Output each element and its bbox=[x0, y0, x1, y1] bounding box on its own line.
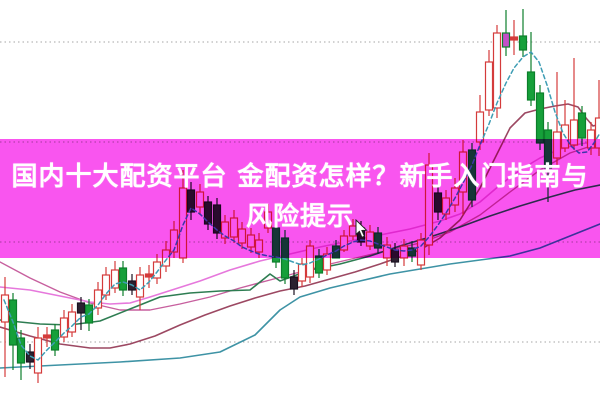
candlestick-up bbox=[492, 32, 502, 109]
candlestick-down bbox=[577, 112, 587, 139]
candlestick-up bbox=[59, 317, 69, 338]
ma-line-ma-maroon bbox=[0, 103, 600, 349]
candlestick-up bbox=[101, 274, 111, 296]
candlestick-up bbox=[93, 289, 103, 309]
candlestick-up bbox=[484, 61, 494, 111]
candlestick-up bbox=[475, 111, 485, 143]
candlestick-dark bbox=[76, 302, 86, 314]
candlestick-up bbox=[0, 294, 10, 323]
headline-line-1: 国内十大配资平台 金配资怎样？新手入门指南与 bbox=[11, 162, 589, 192]
headline-line-2: 风险提示 bbox=[245, 202, 354, 232]
candlestick-down bbox=[535, 92, 545, 144]
candlestick-down bbox=[518, 35, 528, 51]
candlestick-up bbox=[110, 269, 120, 289]
ma-line-ma-fast-dashed bbox=[3, 51, 600, 361]
candlestick-up bbox=[135, 274, 145, 298]
candlestick-up bbox=[33, 337, 43, 374]
headline-text: 国内十大配资平台 金配资怎样？新手入门指南与 风险提示 bbox=[0, 139, 600, 258]
candlestick-up bbox=[152, 261, 162, 279]
candlestick-up bbox=[297, 263, 307, 282]
candlestick-down bbox=[50, 329, 60, 351]
candlestick-doji bbox=[509, 36, 519, 41]
candlestick-doji bbox=[144, 273, 154, 278]
candlestick-down bbox=[16, 337, 26, 364]
candlestick-dark bbox=[289, 276, 299, 290]
candlestick-up bbox=[67, 311, 77, 333]
headline-banner bbox=[0, 139, 600, 258]
candlestick-doji bbox=[42, 334, 52, 339]
candlestick-down bbox=[526, 71, 536, 101]
candlestick-down bbox=[118, 267, 128, 291]
candlestick-special bbox=[501, 32, 511, 48]
